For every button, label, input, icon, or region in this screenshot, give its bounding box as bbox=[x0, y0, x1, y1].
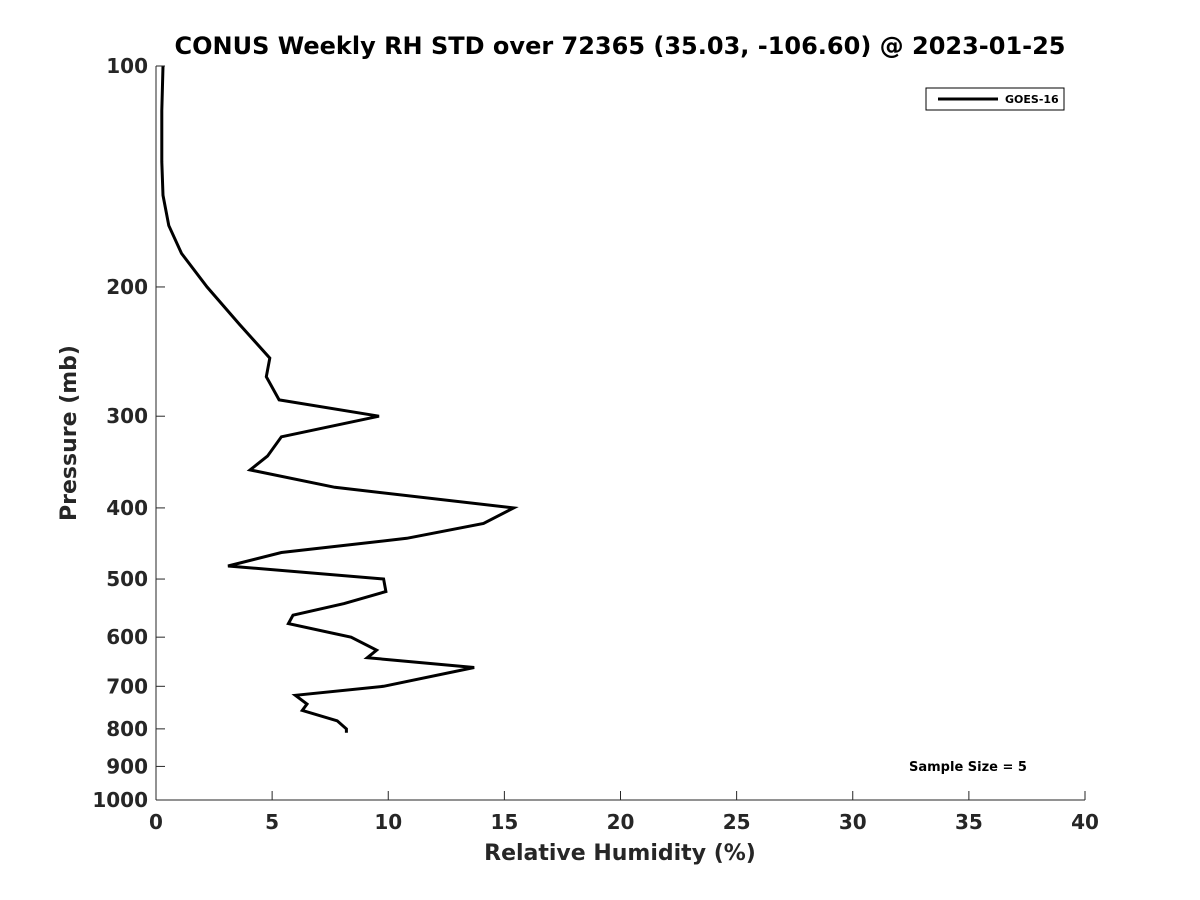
y-tick-label: 400 bbox=[106, 496, 148, 520]
y-tick-label: 500 bbox=[106, 567, 148, 591]
legend: GOES-16 bbox=[925, 87, 1065, 111]
y-tick-label: 200 bbox=[106, 275, 148, 299]
y-tick-label: 100 bbox=[106, 54, 148, 78]
plot-area bbox=[160, 65, 519, 733]
x-tick-label: 15 bbox=[490, 810, 518, 834]
x-tick-label: 35 bbox=[955, 810, 983, 834]
x-tick-label: 30 bbox=[839, 810, 867, 834]
y-tick-label: 300 bbox=[106, 404, 148, 428]
legend-label-goes-16: GOES-16 bbox=[1005, 93, 1059, 106]
y-axis-label: Pressure (mb) bbox=[57, 345, 82, 521]
chart-title: CONUS Weekly RH STD over 72365 (35.03, -… bbox=[174, 32, 1065, 60]
y-axis: 100 200 300 400 500 600 700 800 900 1000 bbox=[92, 54, 165, 812]
x-tick-label: 20 bbox=[607, 810, 635, 834]
y-tick-label: 1000 bbox=[92, 788, 148, 812]
sample-size-annotation: Sample Size = 5 bbox=[909, 760, 1027, 775]
x-axis-label: Relative Humidity (%) bbox=[484, 841, 756, 866]
x-tick-label: 0 bbox=[149, 810, 163, 834]
x-tick-label: 5 bbox=[265, 810, 279, 834]
x-tick-label: 25 bbox=[723, 810, 751, 834]
y-tick-label: 800 bbox=[106, 717, 148, 741]
y-tick-label: 700 bbox=[106, 674, 148, 698]
y-tick-label: 600 bbox=[106, 625, 148, 649]
y-tick-label: 900 bbox=[106, 754, 148, 778]
x-axis: 0 5 10 15 20 25 30 35 40 bbox=[149, 791, 1099, 834]
series-line-goes-16 bbox=[160, 65, 519, 733]
x-tick-label: 40 bbox=[1071, 810, 1099, 834]
x-tick-label: 10 bbox=[374, 810, 402, 834]
